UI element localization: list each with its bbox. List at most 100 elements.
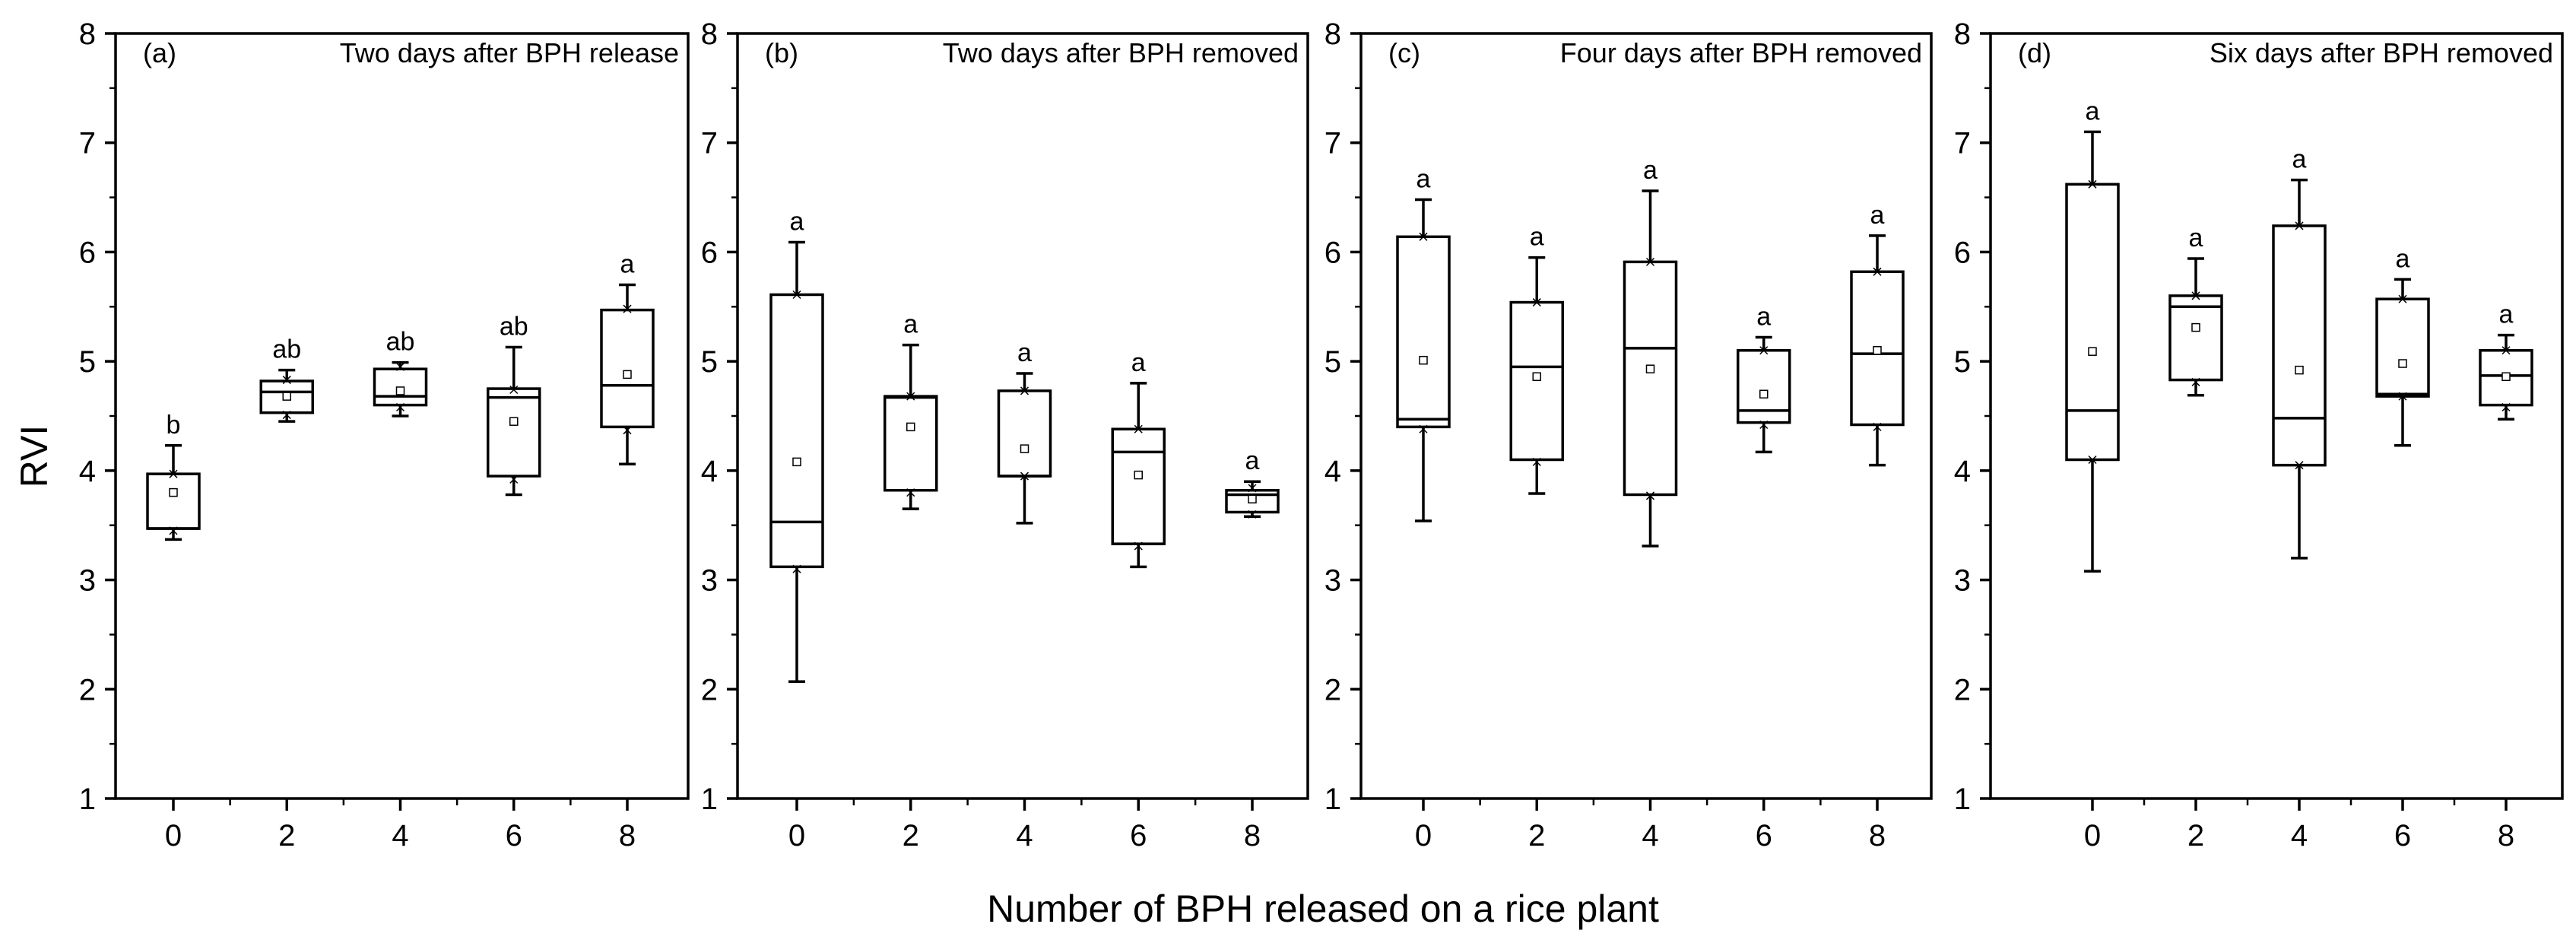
p99-marker <box>1419 232 1428 241</box>
y-tick-label: 4 <box>79 455 96 488</box>
box-6: a <box>1737 303 1791 454</box>
significance-letter: a <box>2499 300 2514 329</box>
x-axis-label: Number of BPH released on a rice plant <box>987 887 1659 930</box>
p99-marker <box>1873 267 1882 276</box>
p99-marker <box>1759 346 1769 355</box>
x-tick-label: 2 <box>1528 819 1545 853</box>
mean-marker <box>2191 322 2200 332</box>
box-iqr <box>373 367 428 407</box>
box-8: a <box>1850 201 1905 467</box>
box-iqr <box>1396 235 1451 429</box>
box-6: a <box>2375 244 2430 447</box>
y-tick-label: 1 <box>79 783 96 816</box>
p99-marker <box>1248 484 1257 493</box>
p1-marker <box>1134 541 1143 551</box>
box-4: a <box>2272 145 2327 560</box>
mean-marker <box>282 392 291 401</box>
panel-4: 1 2 3 4 5 6 7 8 0 2 4 6 8 (d) Six days after BPH remov… <box>1954 17 2564 853</box>
x-tick-label: 8 <box>1869 819 1886 853</box>
significance-letter: a <box>1870 201 1885 230</box>
significance-letter: a <box>1530 223 1544 252</box>
significance-letter: a <box>1017 338 1032 367</box>
panel-label: (b) <box>765 37 798 68</box>
significance-letter: b <box>167 411 181 440</box>
y-tick-label: 2 <box>701 673 718 706</box>
panel-label: (c) <box>1388 37 1420 68</box>
x-tick-label: 4 <box>1642 819 1658 853</box>
box-2: ab <box>259 335 314 423</box>
significance-letter: a <box>1416 164 1431 193</box>
mean-marker <box>169 487 178 497</box>
significance-letter: a <box>2292 145 2307 174</box>
y-tick-label: 8 <box>1324 17 1341 51</box>
mean-marker <box>1248 494 1257 503</box>
y-tick-label: 5 <box>1324 345 1341 379</box>
p1-marker <box>1759 420 1769 430</box>
x-tick-label: 2 <box>903 819 919 853</box>
p1-marker <box>2398 392 2407 401</box>
significance-letter: a <box>2189 224 2203 252</box>
box-2: a <box>2168 224 2223 397</box>
p99-marker <box>1134 424 1143 433</box>
y-tick-label: 7 <box>1324 127 1341 160</box>
x-tick-label: 0 <box>1415 819 1432 853</box>
box-2: a <box>884 310 938 510</box>
y-tick-label: 8 <box>79 17 96 51</box>
y-tick-label: 2 <box>79 673 96 706</box>
panel-title: Four days after BPH removed <box>1560 37 1922 68</box>
y-tick-label: 3 <box>701 564 718 598</box>
mean-marker <box>2501 372 2511 382</box>
p99-marker <box>2295 221 2304 230</box>
p1-marker <box>1532 457 1541 466</box>
x-tick-label: 6 <box>506 819 522 853</box>
y-tick-label: 7 <box>701 127 718 160</box>
significance-letter: ab <box>500 312 528 341</box>
p99-marker <box>395 362 405 371</box>
y-tick-label: 6 <box>1954 236 1971 269</box>
box-0: b <box>146 411 201 541</box>
box-4: ab <box>373 328 428 418</box>
y-tick-label: 2 <box>1324 673 1341 706</box>
box-iqr <box>600 308 655 429</box>
box-iqr <box>1623 260 1678 497</box>
y-tick-label: 5 <box>79 345 96 379</box>
box-iqr <box>1111 427 1166 545</box>
p1-marker <box>282 411 291 420</box>
p1-marker <box>1020 472 1029 481</box>
y-tick-label: 3 <box>1324 564 1341 598</box>
p99-marker <box>1532 298 1541 307</box>
mean-marker <box>2398 359 2407 368</box>
mean-marker <box>1532 372 1541 382</box>
box-iqr <box>2375 297 2430 398</box>
y-tick-label: 1 <box>1954 783 1971 816</box>
x-tick-label: 0 <box>788 819 805 853</box>
box-0: a <box>2065 97 2120 573</box>
p1-marker <box>169 526 178 535</box>
panel-label: (d) <box>2018 37 2051 68</box>
significance-letter: a <box>1643 156 1658 185</box>
mean-marker <box>2088 347 2097 356</box>
p99-marker <box>1020 386 1029 395</box>
box-iqr <box>884 395 938 492</box>
significance-letter: a <box>790 207 804 236</box>
p99-marker <box>2191 291 2200 300</box>
y-tick-label: 6 <box>701 236 718 269</box>
panel-title: Two days after BPH removed <box>943 37 1299 68</box>
box-6: ab <box>487 312 541 497</box>
y-tick-label: 2 <box>1954 673 1971 706</box>
p1-marker <box>1248 510 1257 519</box>
box-4: a <box>997 338 1052 525</box>
p1-marker <box>2295 461 2304 470</box>
p1-marker <box>2501 402 2511 412</box>
p99-marker <box>906 392 915 401</box>
x-tick-label: 6 <box>2394 819 2411 853</box>
mean-marker <box>1020 444 1029 453</box>
mean-marker <box>792 457 801 467</box>
panel-1: 1 2 3 4 5 6 7 8 0 2 4 6 8 (a) Two days after BPH relea… <box>79 17 690 853</box>
p1-marker <box>1645 491 1655 500</box>
box-8: a <box>2479 300 2533 421</box>
y-tick-label: 6 <box>1324 236 1341 269</box>
x-tick-label: 4 <box>1016 819 1033 853</box>
p99-marker <box>623 304 632 313</box>
